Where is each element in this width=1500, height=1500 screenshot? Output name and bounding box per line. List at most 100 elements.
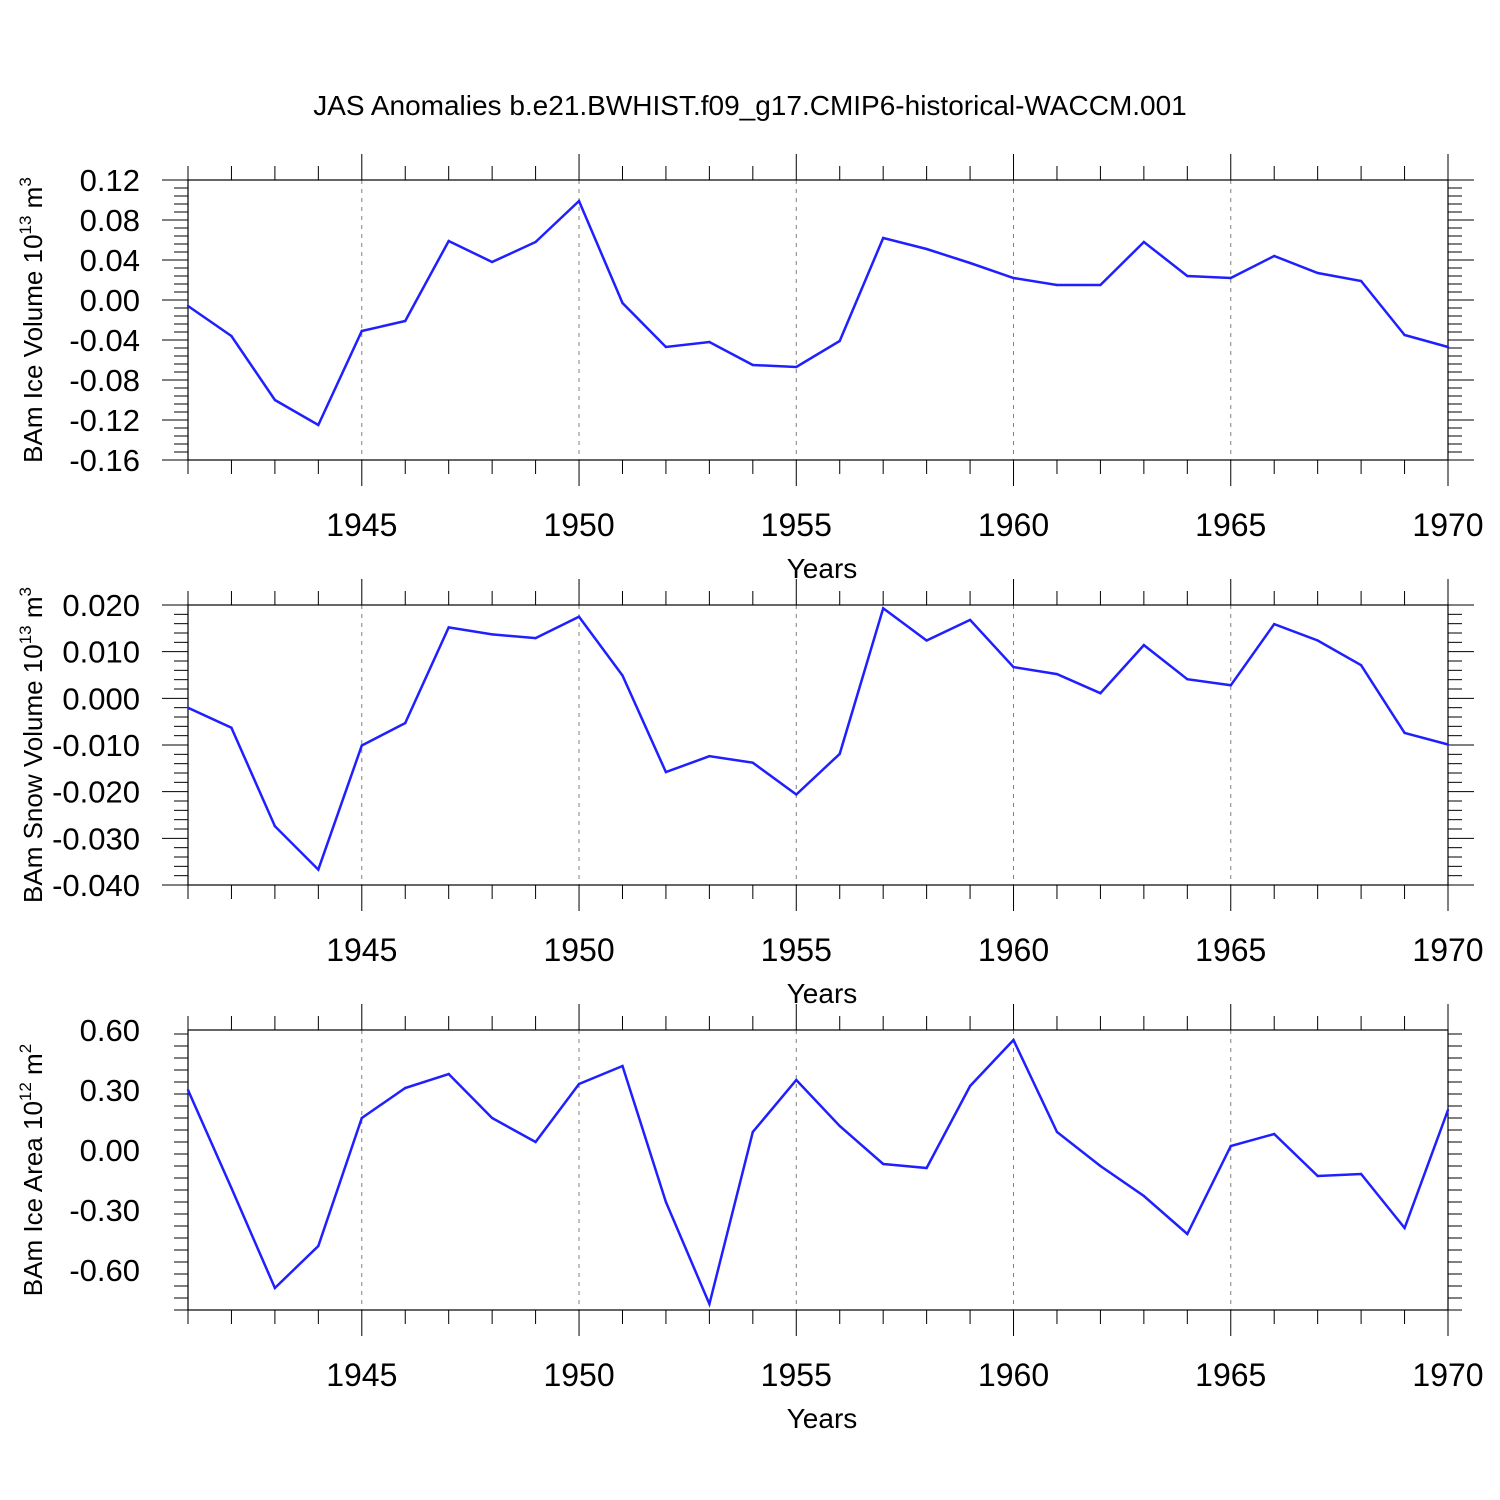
y-axis-label: BAm Snow Volume 1013 m3 [16, 587, 48, 903]
y-tick-label: 0.020 [62, 588, 140, 623]
data-point [404, 1086, 407, 1090]
panel-1: 0.12 0.08 0.04 0.00 -0.04 -0.08 -0.12 -0.16 1945… [16, 154, 1484, 584]
data-point [1012, 276, 1015, 280]
data-point [1186, 678, 1189, 681]
chart-panels: 0.12 0.08 0.04 0.00 -0.04 -0.08 -0.12 -0.16 1945… [16, 154, 1484, 1434]
data-point [534, 636, 537, 640]
data-point [925, 1166, 928, 1170]
data-point [577, 199, 581, 203]
data-point [577, 615, 581, 618]
data-point [186, 706, 190, 709]
data-point [447, 1072, 450, 1076]
x-tick-label: 1960 [978, 1357, 1049, 1393]
data-point [925, 639, 928, 642]
x-tick-label: 1950 [543, 932, 614, 968]
plot-frame [187, 1029, 1449, 1311]
y-tick-label: 0.04 [80, 243, 140, 278]
data-point [1012, 665, 1015, 669]
data-point [1359, 1172, 1363, 1176]
data-point [404, 319, 407, 323]
x-tick-label: 1945 [326, 932, 397, 968]
y-tick-label: -0.010 [52, 728, 140, 763]
data-point [751, 363, 755, 367]
data-point [1055, 1130, 1059, 1134]
data-point [273, 1286, 277, 1290]
data-point [1099, 692, 1102, 695]
x-tick-label: 1970 [1412, 507, 1483, 543]
data-point [447, 239, 450, 243]
data-point [1055, 283, 1059, 287]
data-point [925, 247, 928, 251]
x-tick-label: 1945 [326, 1357, 397, 1393]
data-point [317, 1244, 320, 1248]
x-tick-label: 1955 [761, 507, 832, 543]
data-point [795, 1078, 798, 1082]
x-axis-label: Years [787, 978, 858, 1009]
data-point [708, 1302, 711, 1306]
data-point [708, 340, 711, 344]
data-point [230, 1186, 233, 1190]
y-axis-label: BAm Ice Area 1012 m2 [16, 1044, 48, 1296]
y-tick-label: 0.12 [80, 163, 140, 198]
data-point [490, 260, 494, 264]
panel-3: 0.60 0.30 0.00 -0.30 -0.60 1945 1950 1955 1960 19… [16, 1004, 1484, 1434]
data-point [795, 365, 798, 369]
data-point [838, 1124, 841, 1128]
y-tick-label: -0.04 [69, 323, 140, 358]
data-point [1142, 240, 1146, 244]
data-point [360, 1116, 363, 1120]
data-point [1273, 1132, 1276, 1136]
data-point [968, 618, 972, 622]
data-point [1186, 274, 1189, 278]
y-tick-label: 0.010 [62, 635, 140, 670]
data-point [1229, 684, 1232, 687]
data-point [1316, 271, 1319, 275]
x-tick-label: 1970 [1412, 932, 1483, 968]
x-axis-label: Years [787, 1403, 858, 1434]
x-tick-label: 1960 [978, 507, 1049, 543]
y-tick-label: -0.030 [52, 821, 140, 856]
x-tick-label: 1965 [1195, 507, 1266, 543]
data-point [404, 721, 407, 725]
data-point [1403, 731, 1406, 735]
data-point [1359, 664, 1363, 667]
data-point [968, 1084, 972, 1088]
data-point [317, 423, 320, 427]
x-tick-label: 1955 [761, 932, 832, 968]
data-point [577, 1082, 581, 1086]
data-point [534, 1140, 537, 1144]
data-point [1186, 1232, 1189, 1236]
data-point [1446, 743, 1450, 746]
data-point [881, 236, 885, 240]
data-point [1316, 1174, 1319, 1178]
data-point [664, 345, 668, 349]
data-point [751, 1130, 755, 1134]
data-point [1403, 333, 1406, 337]
data-point [1316, 639, 1319, 642]
data-point [1446, 345, 1450, 349]
data-point [881, 607, 885, 610]
x-tick-label: 1965 [1195, 1357, 1266, 1393]
series-line [186, 1037, 1450, 1308]
data-point [273, 825, 277, 828]
data-point [1012, 1038, 1015, 1042]
data-point [490, 633, 494, 636]
data-point [621, 674, 624, 677]
y-tick-label: -0.16 [69, 443, 140, 478]
data-point [664, 770, 668, 774]
data-point [490, 1116, 494, 1120]
data-point [1403, 1226, 1406, 1230]
data-point [1142, 643, 1146, 647]
data-point [708, 755, 711, 758]
data-point [621, 301, 624, 305]
figure-title: JAS Anomalies b.e21.BWHIST.f09_g17.CMIP6… [313, 90, 1187, 121]
data-point [838, 752, 841, 756]
data-point [230, 334, 233, 338]
y-tick-label: 0.000 [62, 681, 140, 716]
y-tick-label: 0.08 [80, 203, 140, 238]
x-tick-label: 1950 [543, 507, 614, 543]
data-point [186, 304, 190, 308]
data-point [1099, 283, 1102, 287]
x-tick-label: 1965 [1195, 932, 1266, 968]
data-point [621, 1064, 624, 1068]
